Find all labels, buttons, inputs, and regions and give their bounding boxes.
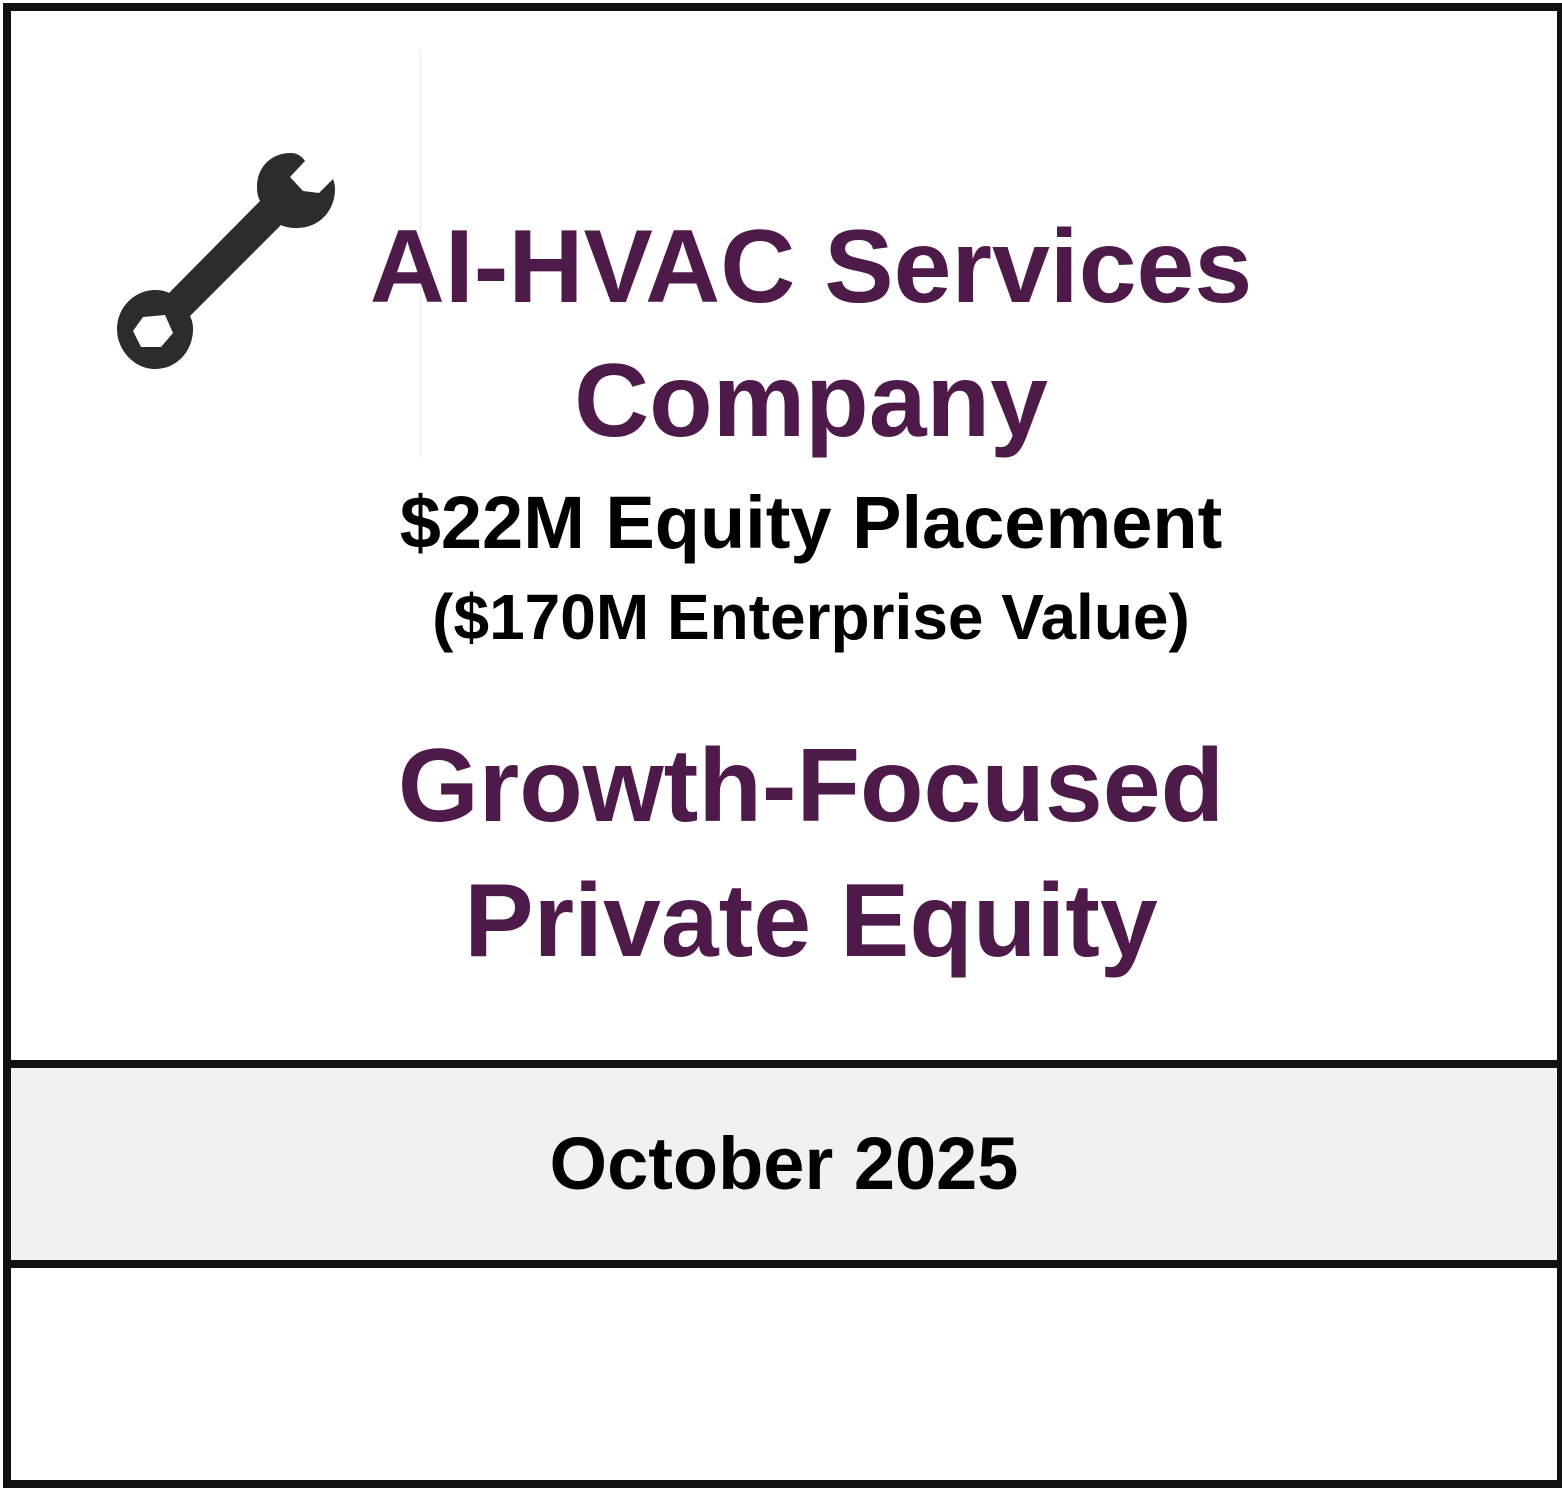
deal-summary: AI-HVAC Services Company $22M Equity Pla… — [11, 11, 1557, 1060]
date-band: October 2025 — [11, 1060, 1557, 1268]
divider-line — [420, 49, 421, 459]
transaction-date: October 2025 — [549, 1122, 1019, 1205]
investor-line1: Growth-Focused — [397, 728, 1225, 844]
company-name-line2: Company — [574, 343, 1048, 459]
enterprise-value: ($170M Enterprise Value) — [432, 581, 1190, 653]
wrench-icon — [117, 153, 335, 369]
transaction-description: $22M Equity Placement — [399, 481, 1223, 564]
tombstone-card: AI-HVAC Services Company $22M Equity Pla… — [3, 3, 1562, 1488]
investor-line2: Private Equity — [464, 863, 1158, 979]
company-name-line1: AI-HVAC Services — [369, 209, 1253, 325]
logo-area — [11, 1268, 1557, 1480]
